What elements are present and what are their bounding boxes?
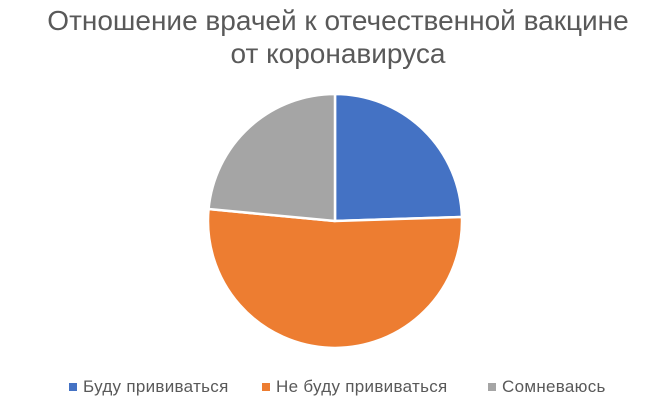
chart-title: Отношение врачей к отечественной вакцине… bbox=[0, 4, 650, 70]
chart-title-line2: от коронавируса bbox=[230, 38, 446, 69]
pie-slice-3 bbox=[207, 92, 337, 223]
pie-slice-2 bbox=[206, 207, 464, 350]
chart-title-line1: Отношение врачей к отечественной вакцине bbox=[47, 5, 629, 36]
pie-slice-1 bbox=[333, 92, 464, 223]
